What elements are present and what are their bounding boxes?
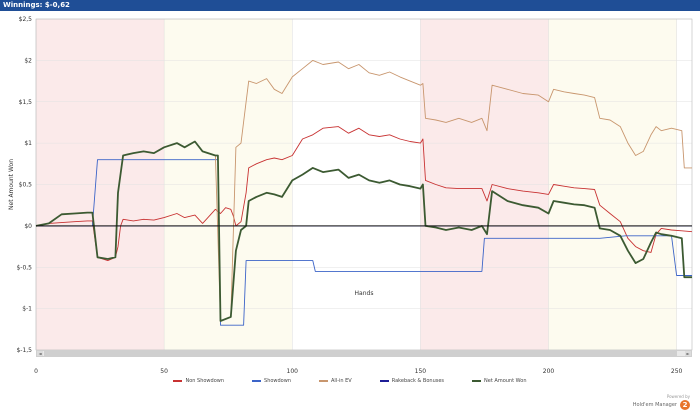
brand-badge: Powered by Hold'em Manager 2 xyxy=(633,394,690,410)
brand-name: Hold'em Manager xyxy=(632,402,677,408)
scroll-right-icon: ► xyxy=(686,351,690,356)
y-tick-label: $0 xyxy=(24,223,32,230)
scroll-right-button[interactable]: ► xyxy=(685,351,691,356)
series-line-showdown xyxy=(36,159,692,326)
legend-label: Rakeback & Bonuses xyxy=(391,378,445,384)
series-line-net-amount-won xyxy=(35,140,692,322)
scroll-left-button[interactable]: ◄ xyxy=(37,351,43,356)
scroll-thumb[interactable] xyxy=(44,351,677,356)
winnings-title: Winnings: $-0,62 xyxy=(3,1,70,9)
y-axis-label: Net Amount Won xyxy=(8,159,15,210)
x-tick-label: 150 xyxy=(415,368,427,375)
legend-swatch xyxy=(319,379,328,382)
y-tick-label: $-1 xyxy=(22,306,32,313)
legend-item: Non Showdown xyxy=(173,378,224,384)
legend-item: Showdown xyxy=(252,378,291,384)
y-tick-label: $0,5 xyxy=(19,182,33,189)
x-axis-label: Hands xyxy=(355,290,374,297)
winnings-title-bar: Winnings: $-0,62 xyxy=(0,0,700,11)
legend-swatch xyxy=(173,379,183,382)
legend-label: Non Showdown xyxy=(185,378,225,384)
legend-item: All-in EV xyxy=(319,378,352,384)
powered-by-text: Powered by xyxy=(666,394,690,399)
legend-swatch xyxy=(379,379,389,382)
x-tick-label: 0 xyxy=(34,368,38,375)
x-tick-label: 100 xyxy=(287,368,299,375)
x-tick-label: 200 xyxy=(543,368,555,375)
legend-label: Net Amount Won xyxy=(484,378,527,384)
y-tick-label: $1 xyxy=(24,140,32,147)
x-tick-label: 50 xyxy=(160,368,168,375)
legend-item: Rakeback & Bonuses xyxy=(379,378,445,384)
legend-label: Showdown xyxy=(264,378,291,384)
y-tick-label: $2,5 xyxy=(19,16,33,23)
legend-label: All-in EV xyxy=(331,378,352,384)
y-tick-label: $-0,5 xyxy=(16,264,32,271)
legend-item: Net Amount Won xyxy=(472,378,527,384)
scroll-left-icon: ◄ xyxy=(38,351,42,356)
legend-swatch xyxy=(252,379,262,382)
y-tick-label: $-1,5 xyxy=(16,347,32,354)
y-tick-labels: $2,5 $2 $1,5 $1 $0,5 $0 $-0,5 $-1 $-1,5 xyxy=(16,16,32,354)
legend-swatch xyxy=(472,379,482,382)
grid-lines xyxy=(35,18,693,351)
winnings-chart: $2,5 $2 $1,5 $1 $0,5 $0 $-0,5 $-1 $-1,5 0 50 100 15… xyxy=(8,16,693,375)
x-tick-labels: 0 50 100 150 200 250 xyxy=(34,368,682,375)
x-tick-label: 250 xyxy=(671,368,683,375)
y-tick-label: $2 xyxy=(24,57,32,64)
series-line-non-showdown xyxy=(35,126,693,262)
chart-legend: Non Showdown Showdown All-in EV Rakeback & … xyxy=(0,378,700,388)
y-tick-label: $1,5 xyxy=(19,99,33,106)
hem-logo-icon: 2 xyxy=(680,400,690,410)
chart-scrollbar[interactable]: ◄ ► xyxy=(36,350,692,357)
